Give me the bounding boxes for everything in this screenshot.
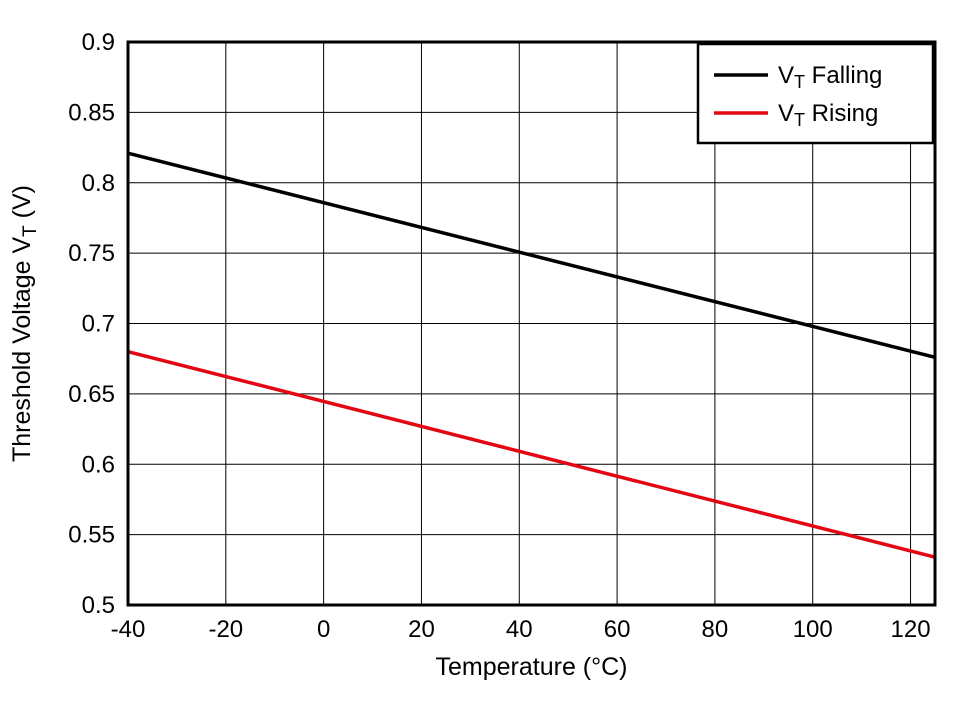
legend-entry-label: VT Falling xyxy=(778,62,882,92)
y-axis-label: Threshold Voltage VT (V) xyxy=(8,185,41,462)
x-tick-label: 20 xyxy=(408,616,435,643)
series-line-1 xyxy=(127,349,936,559)
x-axis-label: Temperature (°C) xyxy=(436,653,628,681)
y-tick-label: 0.65 xyxy=(68,381,115,408)
x-tick-label: 60 xyxy=(604,616,631,643)
y-tick-label: 0.85 xyxy=(68,99,115,126)
y-tick-label: 0.7 xyxy=(82,311,115,338)
x-tick-label: 80 xyxy=(702,616,729,643)
legend-box xyxy=(696,42,935,145)
y-tick-label: 0.75 xyxy=(68,240,115,267)
x-tick-label: 100 xyxy=(793,616,833,643)
y-tick-label: 0.6 xyxy=(82,451,115,478)
y-tick-label: 0.55 xyxy=(68,522,115,549)
plot-border xyxy=(126,40,937,607)
y-tick-label: 0.9 xyxy=(82,29,115,56)
x-tick-label: 120 xyxy=(891,616,931,643)
x-tick-label: -40 xyxy=(111,616,146,643)
series-line-0 xyxy=(127,151,936,359)
x-tick-label: 40 xyxy=(506,616,533,643)
legend-entry-label: VT Rising xyxy=(778,100,878,130)
y-tick-label: 0.8 xyxy=(82,170,115,197)
y-tick-label: 0.5 xyxy=(82,592,115,619)
x-tick-label: -20 xyxy=(208,616,243,643)
x-tick-label: 0 xyxy=(317,616,330,643)
